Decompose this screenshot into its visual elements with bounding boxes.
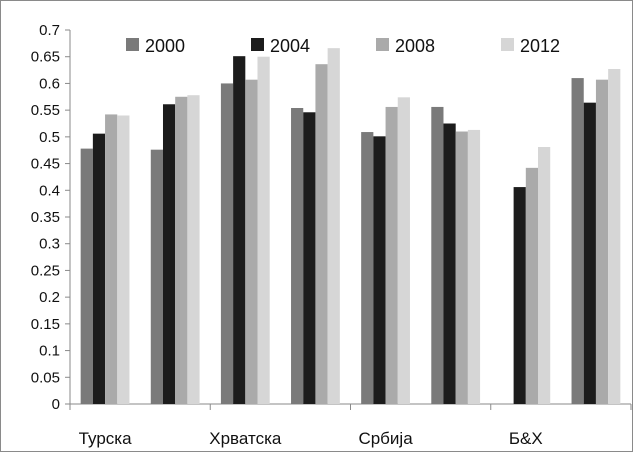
x-category-label: Турска bbox=[79, 429, 133, 448]
bar-2012 bbox=[117, 115, 130, 404]
bar-2000 bbox=[291, 108, 304, 405]
y-tick-label: 0.35 bbox=[31, 209, 60, 226]
y-tick-label: 0.25 bbox=[31, 262, 60, 279]
bar-2012 bbox=[187, 95, 200, 404]
bar-2008 bbox=[525, 167, 539, 404]
bar-2008 bbox=[245, 79, 258, 404]
bar-2008 bbox=[315, 64, 328, 405]
bar-2012 bbox=[397, 97, 410, 404]
legend: 2000 2004 2008 2012 bbox=[126, 36, 560, 56]
bar-2004 bbox=[233, 56, 246, 405]
bar-2004 bbox=[583, 102, 596, 405]
y-tick-label: 0.45 bbox=[31, 156, 60, 173]
bar-2008 bbox=[455, 131, 468, 404]
bar-2012 bbox=[467, 129, 481, 404]
legend-label: 2004 bbox=[270, 36, 310, 56]
y-tick-label: 0.7 bbox=[39, 22, 60, 39]
x-axis: Турска Хрватска Србија Б&Х bbox=[69, 403, 632, 448]
y-tick-label: 0.6 bbox=[39, 75, 60, 92]
bar-2000 bbox=[150, 149, 163, 404]
bar-2008 bbox=[385, 106, 398, 405]
x-category-label: Б&Х bbox=[509, 429, 543, 448]
bar-2000 bbox=[80, 148, 93, 404]
y-tick-label: 0.3 bbox=[39, 236, 60, 253]
x-category-label: Хрватска bbox=[209, 429, 282, 448]
y-axis: 0 0.05 0.1 0.15 0.2 0.25 0.3 0.35 0.4 0.45 0.5 0.55… bbox=[31, 22, 71, 413]
y-tick-label: 0.15 bbox=[31, 316, 60, 333]
y-tick-label: 0.4 bbox=[39, 182, 60, 199]
bar-2004 bbox=[92, 133, 106, 404]
bar-2000 bbox=[220, 83, 234, 404]
y-tick-label: 0.55 bbox=[31, 102, 60, 119]
bar-2008 bbox=[175, 96, 188, 405]
bar-2000 bbox=[431, 106, 444, 405]
bar-2004 bbox=[513, 187, 526, 404]
y-tick-label: 0.5 bbox=[39, 129, 60, 146]
bar-2012 bbox=[257, 56, 270, 404]
bar-2008 bbox=[105, 114, 118, 404]
x-category-label: Србија bbox=[358, 429, 413, 448]
bar-2000 bbox=[571, 78, 584, 404]
bar-2012 bbox=[327, 48, 340, 405]
bar-2004 bbox=[373, 136, 386, 404]
legend-swatch bbox=[501, 38, 514, 51]
legend-label: 2008 bbox=[395, 36, 435, 56]
y-tick-label: 0.2 bbox=[39, 289, 60, 306]
legend-swatch bbox=[251, 38, 264, 51]
y-tick-label: 0.65 bbox=[31, 49, 60, 66]
bar-2004 bbox=[162, 104, 176, 404]
y-tick-label: 0 bbox=[52, 396, 60, 413]
bar-2004 bbox=[303, 112, 316, 404]
bar-2000 bbox=[361, 132, 374, 404]
bars bbox=[80, 48, 621, 405]
legend-label: 2000 bbox=[145, 36, 185, 56]
bar-2004 bbox=[443, 123, 456, 404]
legend-swatch bbox=[126, 38, 139, 51]
bar-2012 bbox=[538, 147, 551, 404]
y-tick-label: 0.05 bbox=[31, 369, 60, 386]
legend-label: 2012 bbox=[520, 36, 560, 56]
bar-2012 bbox=[608, 69, 621, 404]
bar-2008 bbox=[595, 79, 609, 404]
legend-swatch bbox=[376, 38, 389, 51]
y-tick-label: 0.1 bbox=[39, 343, 60, 360]
